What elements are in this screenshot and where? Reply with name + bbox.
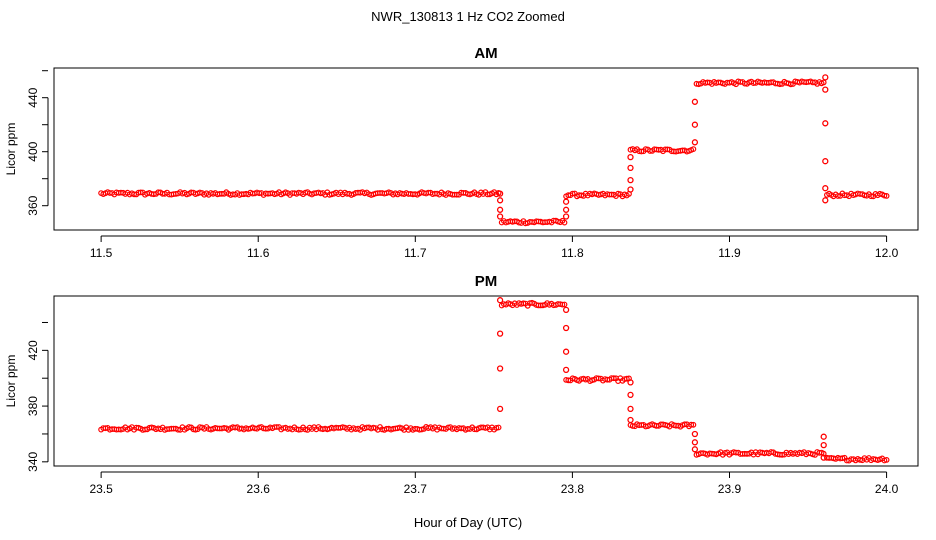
data-point <box>822 86 829 93</box>
data-point <box>496 405 504 413</box>
x-axis-label: Hour of Day (UTC) <box>413 515 523 530</box>
data-point <box>690 421 697 428</box>
data-point <box>562 348 570 355</box>
data-point <box>562 306 570 314</box>
data-point <box>820 433 827 440</box>
data-point <box>496 297 504 304</box>
data-point <box>595 375 602 382</box>
data-point <box>295 426 302 433</box>
data-point <box>562 213 570 220</box>
data-point <box>820 450 827 457</box>
data-point <box>569 190 576 197</box>
data-point <box>496 190 504 197</box>
data-point <box>496 197 504 204</box>
x-tick-label: 23.8 <box>561 482 585 496</box>
data-point <box>627 186 634 193</box>
x-tick-label: 12.0 <box>875 246 899 260</box>
panel-am: AM Licor ppm 11.5 11.6 11.7 11.8 11.9 12.0 360 40… <box>4 45 919 260</box>
data-point <box>561 301 568 308</box>
data-point <box>690 146 697 153</box>
data-point <box>691 439 699 446</box>
data-point <box>822 120 829 127</box>
data-point <box>627 164 634 172</box>
y-tick-label: 400 <box>26 141 40 161</box>
data-point <box>777 81 783 88</box>
data-point <box>835 193 841 199</box>
data-point <box>627 391 634 399</box>
data-point <box>883 192 890 199</box>
plot-frame <box>53 295 919 467</box>
x-tick-label: 23.5 <box>89 482 113 496</box>
data-point <box>691 446 699 453</box>
panel-title: AM <box>474 45 497 62</box>
x-tick-label: 24.0 <box>875 482 899 496</box>
data-point <box>822 158 829 165</box>
x-tick-label: 11.5 <box>90 246 113 260</box>
data-point <box>787 81 794 88</box>
data-point <box>496 213 504 220</box>
data-point <box>186 424 192 430</box>
data-point <box>839 455 846 462</box>
y-tick-label: 340 <box>26 451 40 471</box>
data-point <box>822 74 829 81</box>
y-axis-label: Licor ppm <box>4 123 18 176</box>
y-tick-label: 360 <box>26 195 40 215</box>
x-tick-label: 11.6 <box>247 246 270 260</box>
panel-title: PM <box>475 273 498 290</box>
plot-frame <box>53 67 919 231</box>
y-tick-label: 440 <box>26 87 40 107</box>
data-point <box>691 139 699 146</box>
data-point <box>175 426 181 433</box>
data-point <box>453 191 460 198</box>
data-point <box>691 121 699 128</box>
data-point <box>495 424 502 431</box>
data-point <box>559 301 566 308</box>
data-point <box>820 441 827 449</box>
data-point <box>779 451 785 458</box>
x-tick-label: 11.7 <box>404 246 427 260</box>
data-point <box>137 189 144 196</box>
data-point <box>561 219 568 226</box>
data-point <box>822 185 829 192</box>
data-point <box>627 153 634 161</box>
y-axis-label: Licor ppm <box>4 355 18 408</box>
data-point <box>691 98 699 105</box>
data-point <box>273 424 280 430</box>
data-point <box>627 416 634 424</box>
x-tick-label: 23.9 <box>718 482 742 496</box>
data-point <box>496 206 504 213</box>
data-point <box>562 366 570 374</box>
x-tick-label: 11.8 <box>561 246 584 260</box>
data-points <box>98 74 890 227</box>
data-point <box>883 457 890 463</box>
y-tick-label: 380 <box>26 396 40 416</box>
chart-main-title: NWR_130813 1 Hz CO2 Zoomed <box>371 9 565 24</box>
data-point <box>627 405 634 413</box>
data-point <box>820 454 827 461</box>
data-point <box>822 197 829 204</box>
x-tick-label: 11.9 <box>718 246 741 260</box>
panel-pm: PM Licor ppm 23.5 23.6 23.7 23.8 23.9 24.0 340 38… <box>4 273 919 496</box>
data-point <box>493 425 500 431</box>
data-point <box>627 379 634 386</box>
x-tick-label: 23.6 <box>247 482 271 496</box>
data-point <box>562 324 570 332</box>
data-point <box>496 330 504 337</box>
data-point <box>562 198 570 205</box>
data-points <box>98 297 890 464</box>
x-tick-label: 23.7 <box>404 482 428 496</box>
data-point <box>627 176 634 184</box>
data-point <box>496 365 504 372</box>
data-point <box>868 193 874 200</box>
data-point <box>691 430 699 438</box>
y-tick-label: 420 <box>26 340 40 360</box>
data-point <box>562 206 570 213</box>
data-point <box>881 192 888 199</box>
data-point <box>610 375 617 382</box>
data-point <box>623 375 630 382</box>
data-point <box>688 421 695 428</box>
